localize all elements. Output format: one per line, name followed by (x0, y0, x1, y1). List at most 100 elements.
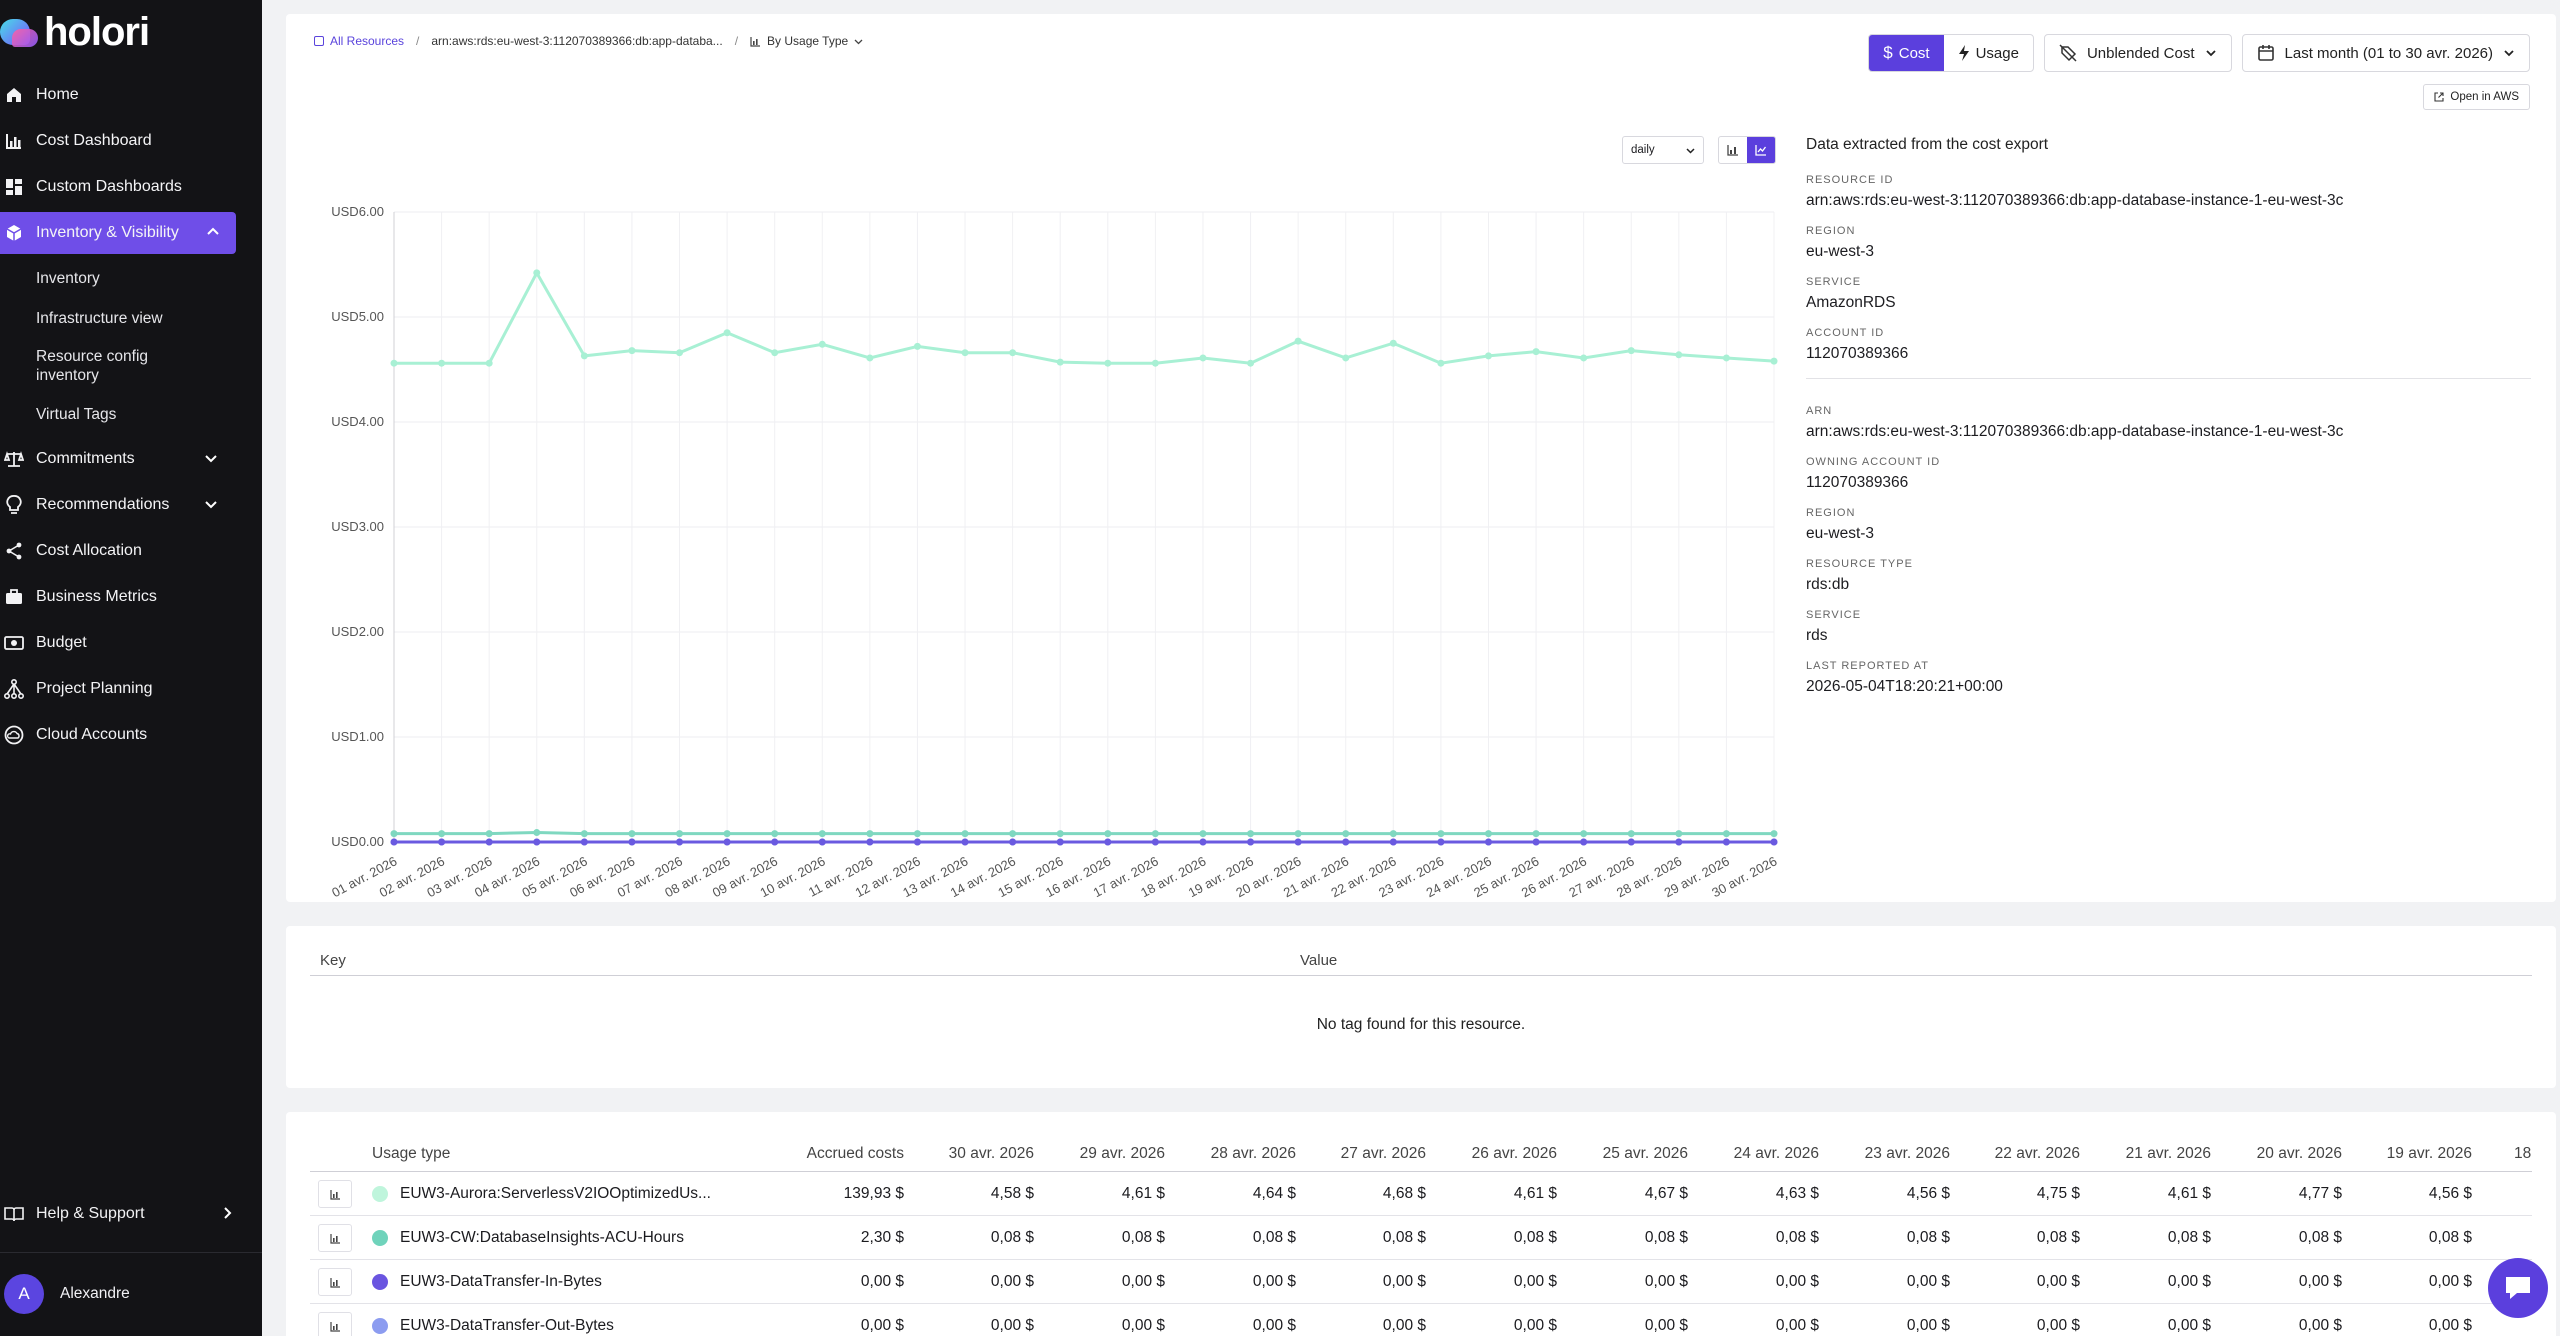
sidebar-item-cost-allocation[interactable]: Cost Allocation (0, 530, 262, 572)
data-point (1247, 838, 1255, 846)
row-chart-button[interactable] (318, 1180, 352, 1208)
cost-cell: 0,00 $ (1121, 1272, 1165, 1290)
data-point (1104, 838, 1112, 846)
cost-cell: 139,93 $ (843, 1184, 904, 1202)
breadcrumb-resource[interactable]: arn:aws:rds:eu-west-3:112070389366:db:ap… (431, 34, 723, 48)
usage-toggle-label: Usage (1975, 44, 2019, 62)
cost-cell: 0,00 $ (2167, 1316, 2211, 1334)
cost-cell: 0,08 $ (1252, 1228, 1296, 1246)
series-color-dot (372, 1317, 388, 1334)
top-controls: $ Cost Usage Unblended Cost Last month (… (1868, 34, 2530, 72)
chevron-down-icon (854, 39, 863, 44)
cost-cell: 0,08 $ (1382, 1228, 1426, 1246)
sidebar-item-cloud-accounts[interactable]: Cloud Accounts (0, 714, 262, 756)
bar-chart-icon (329, 1189, 340, 1200)
data-point (1056, 358, 1064, 366)
detail-key: RESOURCE ID (1806, 174, 1894, 186)
sidebar-item-project-planning[interactable]: Project Planning (0, 668, 262, 710)
data-point (1675, 351, 1683, 359)
column-header: 21 avr. 2026 (2125, 1144, 2211, 1162)
bar-chart-type-button[interactable] (1719, 137, 1747, 163)
cost-type-dropdown[interactable]: Unblended Cost (2043, 34, 2232, 72)
data-point (676, 349, 684, 357)
hierarchy-icon (0, 679, 28, 699)
detail-value: 2026-05-04T18:20:21+00:00 (1806, 678, 2003, 695)
holori-logo[interactable]: holori (0, 6, 150, 58)
table-row[interactable]: EUW3-Aurora:ServerlessV2IOOptimizedUs...… (310, 1172, 2532, 1216)
sidebar-item-business-metrics[interactable]: Business Metrics (0, 576, 262, 618)
data-point (1009, 349, 1017, 357)
row-chart-button[interactable] (318, 1268, 352, 1296)
cost-cell: 0,08 $ (1906, 1228, 1950, 1246)
dollar-icon: $ (1883, 43, 1893, 62)
avatar: A (4, 1274, 44, 1314)
sidebar-item-cost-dashboard[interactable]: Cost Dashboard (0, 120, 262, 162)
sidebar-subitem-inventory[interactable]: Inventory (36, 269, 100, 287)
y-tick-label: USD6.00 (331, 204, 384, 219)
detail-field: RESOURCE ID arn:aws:rds:eu-west-3:1120703… (1806, 174, 2531, 210)
data-point (485, 830, 493, 838)
sidebar-subitem-resource-config-inventory[interactable]: Resource config inventory (36, 348, 149, 384)
table-row[interactable]: EUW3-DataTransfer-In-Bytes 0,00 $ 0,00 $ 0,… (310, 1260, 2532, 1304)
user-menu[interactable]: A Alexandre (4, 1274, 130, 1314)
row-chart-button[interactable] (318, 1224, 352, 1252)
row-chart-button[interactable] (318, 1312, 352, 1336)
tags-key-header: Key (320, 952, 346, 969)
date-range-dropdown[interactable]: Last month (01 to 30 avr. 2026) (2241, 34, 2530, 72)
open-in-aws-button[interactable]: Open in AWS (2423, 84, 2530, 110)
cost-cell: 0,00 $ (1252, 1316, 1296, 1334)
cost-line-chart[interactable]: USD0.00 USD1.00 USD2.00 USD3.00 USD4.00 USD5.… (286, 174, 1786, 904)
data-point (580, 838, 588, 846)
table-row[interactable]: EUW3-CW:DatabaseInsights-ACU-Hours 2,30 $… (310, 1216, 2532, 1260)
bar-chart-icon (329, 1321, 340, 1332)
data-point (1104, 359, 1112, 367)
chevron-down-icon[interactable] (204, 451, 218, 470)
help-label: Help & Support (36, 1205, 145, 1222)
chevron-up-icon[interactable] (206, 225, 220, 244)
chat-support-button[interactable] (2488, 1258, 2548, 1318)
column-header: 20 avr. 2026 (2256, 1144, 2342, 1162)
cost-cell: 0,00 $ (990, 1316, 1034, 1334)
detail-field: REGION eu-west-3 (1806, 225, 2531, 261)
table-row[interactable]: EUW3-DataTransfer-Out-Bytes 0,00 $ 0,00 $ 0… (310, 1304, 2532, 1336)
book-icon (0, 1206, 28, 1222)
chevron-right-icon[interactable] (220, 1206, 234, 1225)
sidebar-item-label: Commitments (36, 450, 135, 467)
chevron-down-icon[interactable] (204, 497, 218, 516)
data-point (1532, 838, 1540, 846)
detail-value: eu-west-3 (1806, 525, 1875, 542)
help-support-item[interactable]: Help & Support (0, 1194, 262, 1234)
line-chart-type-button[interactable] (1747, 137, 1775, 163)
sidebar-subitem-infrastructure-view[interactable]: Infrastructure view (36, 309, 163, 327)
y-tick-label: USD3.00 (331, 519, 384, 534)
data-point (580, 830, 588, 838)
group-by-dropdown[interactable]: By Usage Type (750, 34, 863, 48)
sidebar-item-commitments[interactable]: Commitments (0, 438, 262, 480)
details-divider (1806, 378, 2531, 379)
data-point (1484, 830, 1492, 838)
usage-type-name: EUW3-Aurora:ServerlessV2IOOptimizedUs... (400, 1184, 711, 1202)
data-point (1294, 838, 1302, 846)
data-point (961, 349, 969, 357)
data-point (1247, 830, 1255, 838)
cost-cell: 0,08 $ (1644, 1228, 1688, 1246)
sidebar-item-recommendations[interactable]: Recommendations (0, 484, 262, 526)
sidebar-item-label: Budget (36, 634, 87, 651)
cost-cell: 4,61 $ (2167, 1184, 2211, 1202)
sidebar-subitem-virtual-tags[interactable]: Virtual Tags (36, 405, 117, 423)
sidebar-item-custom-dashboards[interactable]: Custom Dashboards (0, 166, 262, 208)
detail-key: REGION (1806, 507, 1856, 519)
sidebar-item-budget[interactable]: Budget (0, 622, 262, 664)
granularity-dropdown[interactable]: daily (1622, 136, 1704, 164)
y-tick-label: USD2.00 (331, 624, 384, 639)
column-header: 24 avr. 2026 (1733, 1144, 1819, 1162)
data-point (1342, 838, 1350, 846)
usage-toggle-button[interactable]: Usage (1944, 35, 2033, 71)
cost-cell: 0,00 $ (2428, 1316, 2472, 1334)
sidebar-item-home[interactable]: Home (0, 74, 262, 116)
tag-off-icon (2059, 44, 2077, 62)
cost-toggle-button[interactable]: $ Cost (1869, 35, 1944, 71)
detail-key: OWNING ACCOUNT ID (1806, 456, 1941, 468)
breadcrumb-all-resources[interactable]: All Resources (330, 34, 405, 48)
sidebar-item-inventory-visibility[interactable]: Inventory & Visibility (0, 212, 236, 254)
